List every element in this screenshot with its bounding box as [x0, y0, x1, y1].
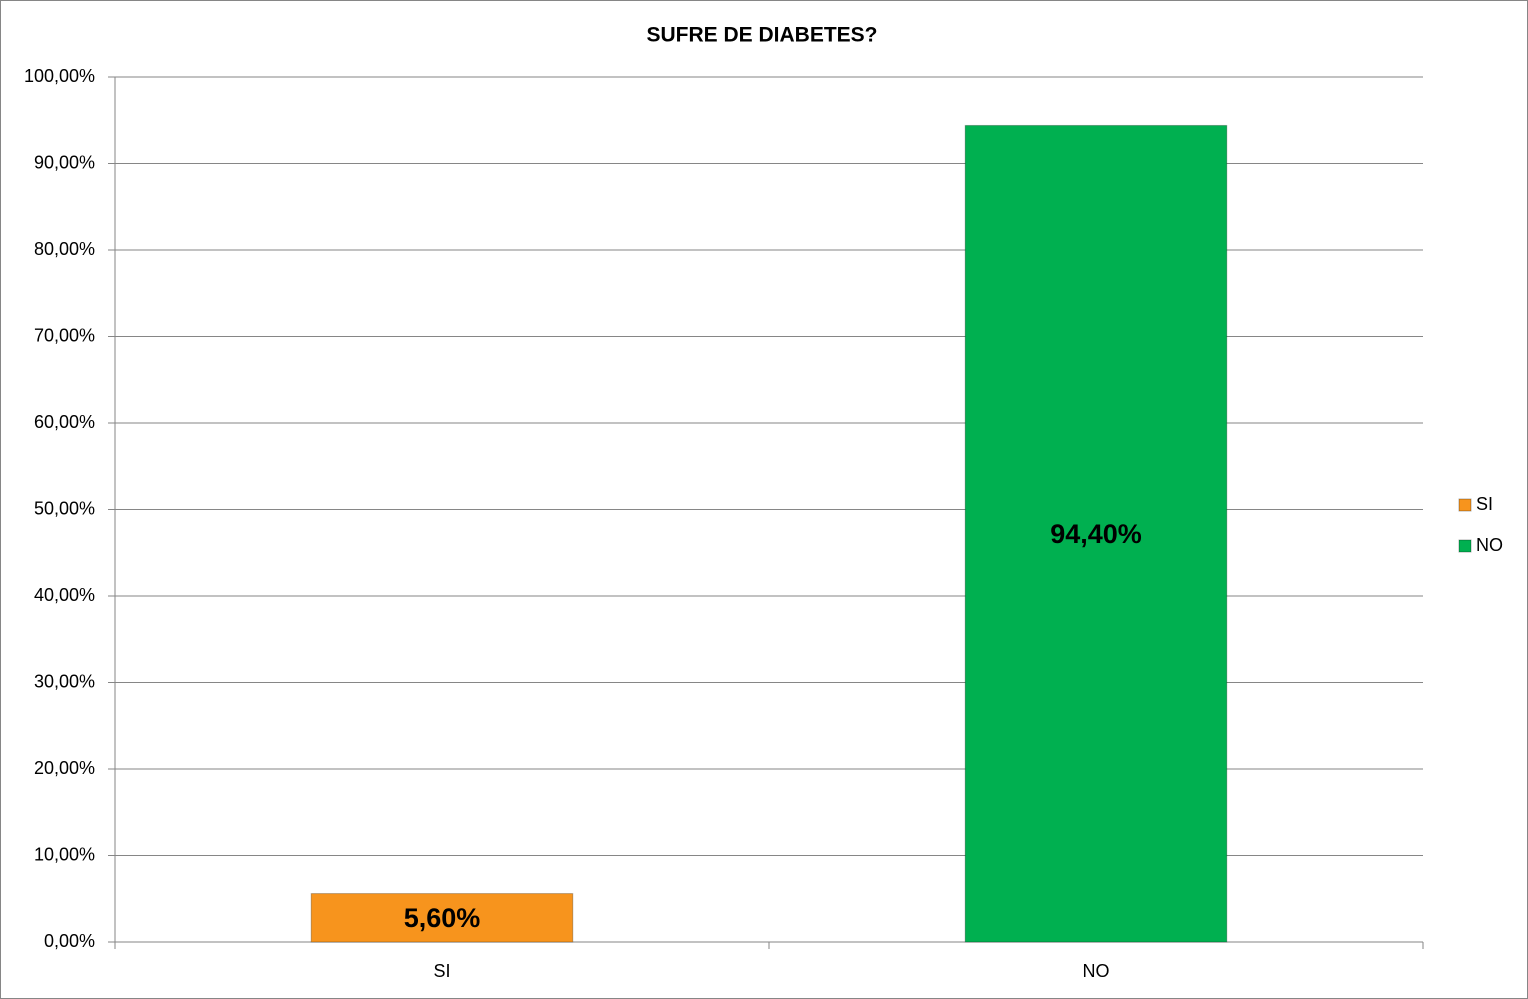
- data-label: 94,40%: [1050, 519, 1142, 549]
- y-tick-label: 40,00%: [34, 585, 95, 605]
- legend-label: SI: [1476, 494, 1493, 514]
- y-tick-label: 80,00%: [34, 239, 95, 259]
- y-tick-label: 20,00%: [34, 758, 95, 778]
- legend-label: NO: [1476, 535, 1503, 555]
- y-tick-label: 90,00%: [34, 152, 95, 172]
- bar: [964, 124, 1228, 943]
- y-tick-label: 70,00%: [34, 325, 95, 345]
- y-tick-label: 10,00%: [34, 844, 95, 864]
- legend-swatch: [1458, 539, 1472, 553]
- x-tick-label: SI: [433, 961, 450, 981]
- chart-title: SUFRE DE DIABETES?: [646, 24, 877, 47]
- y-tick-label: 50,00%: [34, 498, 95, 518]
- y-tick-label: 30,00%: [34, 671, 95, 691]
- bar: [310, 893, 574, 943]
- y-tick-label: 60,00%: [34, 412, 95, 432]
- data-label: 5,60%: [404, 903, 481, 933]
- legend-swatch: [1458, 498, 1472, 512]
- y-tick-label: 0,00%: [44, 931, 95, 951]
- y-tick-label: 100,00%: [24, 66, 95, 86]
- x-tick-label: NO: [1083, 961, 1110, 981]
